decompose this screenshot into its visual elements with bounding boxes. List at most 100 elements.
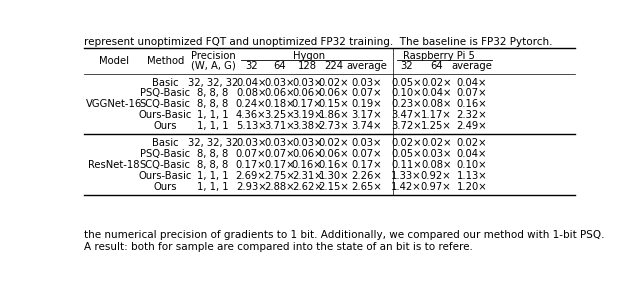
Text: ResNet-18: ResNet-18 [88, 160, 140, 170]
Text: 4.36×: 4.36× [236, 110, 266, 120]
Text: 0.03×: 0.03× [351, 78, 382, 87]
Text: SCQ-Basic: SCQ-Basic [140, 160, 191, 170]
Text: 8, 8, 8: 8, 8, 8 [197, 88, 228, 98]
Text: 0.02×: 0.02× [421, 138, 451, 149]
Text: 1.20×: 1.20× [456, 181, 487, 191]
Text: the numerical precision of gradients to 1 bit. Additionally, we compared our met: the numerical precision of gradients to … [84, 230, 604, 241]
Text: 0.04×: 0.04× [236, 78, 266, 87]
Text: 0.08×: 0.08× [236, 88, 266, 98]
Text: 3.17×: 3.17× [351, 110, 382, 120]
Text: 3.25×: 3.25× [264, 110, 294, 120]
Text: 8, 8, 8: 8, 8, 8 [197, 160, 228, 170]
Text: 8, 8, 8: 8, 8, 8 [197, 149, 228, 159]
Text: A result: both for sample are compared into the state of an bit is to refere.: A result: both for sample are compared i… [84, 242, 473, 252]
Text: 0.16×: 0.16× [292, 160, 323, 170]
Text: 1.42×: 1.42× [391, 181, 422, 191]
Text: 0.03×: 0.03× [264, 138, 294, 149]
Text: average: average [346, 61, 387, 71]
Text: 3.72×: 3.72× [391, 121, 422, 131]
Text: 5.13×: 5.13× [236, 121, 266, 131]
Text: 2.65×: 2.65× [351, 181, 382, 191]
Text: Ours: Ours [154, 181, 177, 191]
Text: Model: Model [99, 56, 129, 66]
Text: 0.06×: 0.06× [292, 88, 323, 98]
Text: 1.17×: 1.17× [420, 110, 451, 120]
Text: 0.04×: 0.04× [457, 78, 487, 87]
Text: 0.10×: 0.10× [391, 88, 422, 98]
Text: 0.17×: 0.17× [236, 160, 266, 170]
Text: 0.02×: 0.02× [319, 138, 349, 149]
Text: 0.23×: 0.23× [391, 99, 422, 109]
Text: 0.08×: 0.08× [421, 99, 451, 109]
Text: 0.19×: 0.19× [351, 99, 382, 109]
Text: 1.86×: 1.86× [319, 110, 349, 120]
Text: 3.38×: 3.38× [292, 121, 323, 131]
Text: 2.93×: 2.93× [236, 181, 266, 191]
Text: Raspberry Pi 5: Raspberry Pi 5 [403, 51, 475, 61]
Text: PSQ-Basic: PSQ-Basic [140, 149, 190, 159]
Text: 1, 1, 1: 1, 1, 1 [197, 110, 228, 120]
Text: 0.07×: 0.07× [456, 88, 487, 98]
Text: 0.02×: 0.02× [319, 78, 349, 87]
Text: 1.13×: 1.13× [456, 171, 487, 181]
Text: 2.69×: 2.69× [236, 171, 266, 181]
Text: 1, 1, 1: 1, 1, 1 [197, 121, 228, 131]
Text: SCQ-Basic: SCQ-Basic [140, 99, 191, 109]
Text: PSQ-Basic: PSQ-Basic [140, 88, 190, 98]
Text: 64: 64 [273, 61, 285, 71]
Text: 0.07×: 0.07× [351, 149, 382, 159]
Text: 0.02×: 0.02× [456, 138, 487, 149]
Text: (W, A, G): (W, A, G) [191, 61, 236, 71]
Text: 0.16×: 0.16× [456, 99, 487, 109]
Text: 0.02×: 0.02× [391, 138, 422, 149]
Text: 0.03×: 0.03× [292, 138, 323, 149]
Text: Ours-Basic: Ours-Basic [139, 110, 192, 120]
Text: 0.05×: 0.05× [391, 149, 422, 159]
Text: represent unoptimized FQT and unoptimized FP32 training.  The baseline is FP32 P: represent unoptimized FQT and unoptimize… [84, 37, 552, 47]
Text: 0.03×: 0.03× [421, 149, 451, 159]
Text: 0.05×: 0.05× [391, 78, 422, 87]
Text: 0.24×: 0.24× [236, 99, 266, 109]
Text: 32, 32, 32: 32, 32, 32 [188, 78, 238, 87]
Text: 0.18×: 0.18× [264, 99, 294, 109]
Text: Method: Method [147, 56, 184, 66]
Text: 0.07×: 0.07× [236, 149, 266, 159]
Text: 2.26×: 2.26× [351, 171, 382, 181]
Text: 0.03×: 0.03× [292, 78, 323, 87]
Text: 1, 1, 1: 1, 1, 1 [197, 171, 228, 181]
Text: Basic: Basic [152, 138, 179, 149]
Text: 2.62×: 2.62× [292, 181, 323, 191]
Text: 0.15×: 0.15× [319, 99, 349, 109]
Text: 0.04×: 0.04× [457, 149, 487, 159]
Text: 0.03×: 0.03× [264, 78, 294, 87]
Text: 0.07×: 0.07× [351, 88, 382, 98]
Text: 2.75×: 2.75× [264, 171, 295, 181]
Text: 0.03×: 0.03× [236, 138, 266, 149]
Text: average: average [451, 61, 492, 71]
Text: 0.10×: 0.10× [456, 160, 487, 170]
Text: 0.08×: 0.08× [421, 160, 451, 170]
Text: 1.25×: 1.25× [420, 121, 451, 131]
Text: 0.02×: 0.02× [421, 78, 451, 87]
Text: 2.73×: 2.73× [319, 121, 349, 131]
Text: Ours-Basic: Ours-Basic [139, 171, 192, 181]
Text: 32: 32 [245, 61, 257, 71]
Text: 32: 32 [400, 61, 413, 71]
Text: 0.97×: 0.97× [421, 181, 451, 191]
Text: Ours: Ours [154, 121, 177, 131]
Text: Basic: Basic [152, 78, 179, 87]
Text: 0.06×: 0.06× [292, 149, 323, 159]
Text: 2.32×: 2.32× [456, 110, 487, 120]
Text: 3.19×: 3.19× [292, 110, 323, 120]
Text: 224: 224 [324, 61, 344, 71]
Text: 0.17×: 0.17× [264, 160, 294, 170]
Text: 3.47×: 3.47× [391, 110, 422, 120]
Text: 1.30×: 1.30× [319, 171, 349, 181]
Text: 1.33×: 1.33× [391, 171, 422, 181]
Text: 0.11×: 0.11× [391, 160, 422, 170]
Text: 128: 128 [298, 61, 317, 71]
Text: 0.04×: 0.04× [421, 88, 451, 98]
Text: 0.17×: 0.17× [292, 99, 323, 109]
Text: 2.49×: 2.49× [456, 121, 487, 131]
Text: 32, 32, 32: 32, 32, 32 [188, 138, 238, 149]
